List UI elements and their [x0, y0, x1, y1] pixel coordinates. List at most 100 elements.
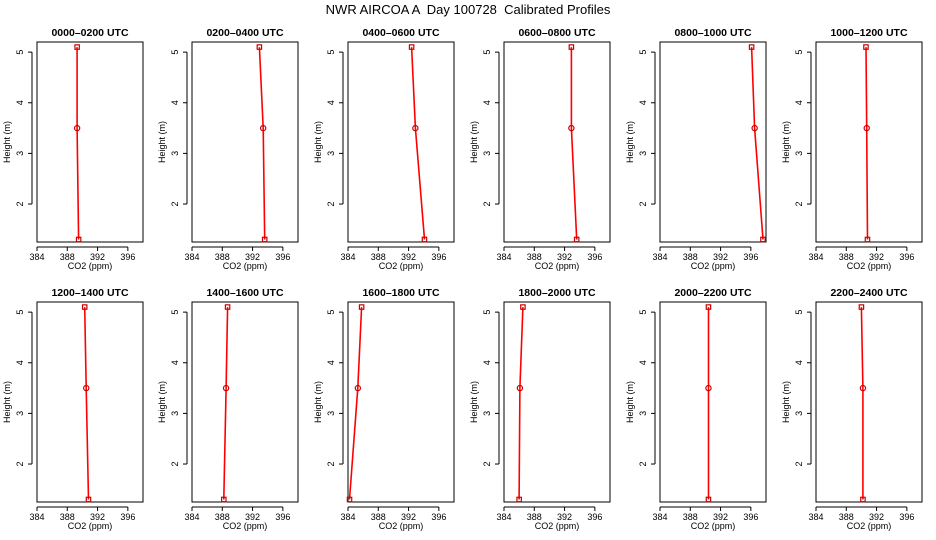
panel: 1600–1800 UTC 384 388 392 396 CO2 (ppm) 2 3 4 5 He…	[313, 287, 455, 531]
profile-point	[222, 384, 230, 392]
y-tick-label: 3	[15, 151, 25, 156]
panel-frame	[815, 41, 923, 243]
x-tick-label: 392	[401, 512, 416, 522]
x-tick-label: 396	[587, 512, 602, 522]
panel-frame	[347, 301, 455, 503]
profile-line	[518, 307, 524, 500]
panel-title: 0800–1000 UTC	[674, 27, 751, 39]
panel-frame	[36, 41, 144, 243]
y-tick-label: 3	[638, 151, 648, 156]
profile-point	[520, 304, 526, 310]
x-tick-label: 384	[496, 252, 511, 262]
x-tick-label: 392	[90, 252, 105, 262]
y-tick-label: 2	[15, 462, 25, 467]
y-tick-label: 5	[482, 50, 492, 55]
profile-point	[751, 124, 758, 132]
x-tick-label: 396	[743, 252, 758, 262]
panel: 1200–1400 UTC 384 388 392 396 CO2 (ppm) 2 3 4 5 He…	[2, 287, 144, 531]
y-tick-label: 3	[794, 151, 804, 156]
panel-frame	[503, 41, 611, 243]
profile-line	[223, 307, 229, 500]
x-axis-label: CO2 (ppm)	[691, 261, 736, 271]
x-tick-label: 392	[713, 252, 728, 262]
x-axis-label: CO2 (ppm)	[847, 521, 892, 531]
x-tick-label: 396	[431, 252, 446, 262]
y-tick-label: 4	[794, 360, 804, 365]
profile-point	[83, 384, 90, 392]
x-tick-label: 384	[340, 252, 355, 262]
panel: 1400–1600 UTC 384 388 392 396 CO2 (ppm) 2 3 4 5 He…	[157, 287, 299, 531]
x-tick-label: 392	[401, 252, 416, 262]
y-tick-label: 3	[170, 411, 180, 416]
panel-title: 2000–2200 UTC	[674, 287, 751, 299]
panel: 0400–0600 UTC 384 388 392 396 CO2 (ppm) 2 3 4 5 He…	[313, 27, 455, 271]
panel-frame	[503, 301, 611, 503]
y-tick-label: 5	[794, 310, 804, 315]
y-axis-label: Height (m)	[313, 121, 323, 163]
profile-point	[863, 124, 870, 132]
y-tick-label: 4	[326, 100, 336, 105]
x-tick-label: 388	[371, 252, 386, 262]
panel: 2000–2200 UTC 384 388 392 396 CO2 (ppm) 2 3 4 5 He…	[625, 287, 767, 531]
y-tick-label: 2	[638, 462, 648, 467]
x-tick-label: 392	[245, 512, 260, 522]
x-tick-label: 396	[899, 512, 914, 522]
profile-point	[412, 124, 419, 132]
y-tick-label: 5	[170, 310, 180, 315]
profile-line	[865, 47, 869, 240]
x-tick-label: 392	[557, 512, 572, 522]
x-axis-label: CO2 (ppm)	[847, 261, 892, 271]
panel: 2200–2400 UTC 384 388 392 396 CO2 (ppm) 2 3 4 5 He…	[781, 287, 923, 531]
y-tick-label: 2	[482, 202, 492, 207]
x-tick-label: 384	[808, 252, 823, 262]
y-tick-label: 3	[482, 151, 492, 156]
x-tick-label: 392	[557, 252, 572, 262]
x-tick-label: 392	[90, 512, 105, 522]
x-tick-label: 396	[743, 512, 758, 522]
panel-title: 1600–1800 UTC	[362, 287, 439, 299]
y-tick-label: 5	[638, 50, 648, 55]
y-tick-label: 4	[482, 100, 492, 105]
x-tick-label: 388	[683, 512, 698, 522]
y-tick-label: 4	[15, 100, 25, 105]
x-axis-label: CO2 (ppm)	[691, 521, 736, 531]
x-tick-label: 396	[431, 512, 446, 522]
x-tick-label: 392	[869, 512, 884, 522]
profile-point	[421, 236, 428, 243]
panel-frame	[347, 41, 455, 243]
x-tick-label: 392	[245, 252, 260, 262]
profile-point	[346, 496, 353, 503]
x-tick-label: 384	[29, 252, 44, 262]
x-axis-label: CO2 (ppm)	[223, 521, 268, 531]
panel-frame	[36, 301, 144, 503]
panel-frame	[191, 41, 299, 243]
profile-point	[73, 124, 81, 132]
profile-point	[573, 236, 580, 243]
x-tick-label: 384	[340, 512, 355, 522]
y-tick-label: 5	[638, 310, 648, 315]
y-axis-label: Height (m)	[2, 381, 12, 423]
profile-line	[750, 47, 764, 240]
y-tick-label: 2	[170, 462, 180, 467]
x-tick-label: 388	[371, 512, 386, 522]
panel: 0800–1000 UTC 384 388 392 396 CO2 (ppm) 2 3 4 5 He…	[625, 27, 767, 271]
y-tick-label: 4	[482, 360, 492, 365]
x-tick-label: 384	[496, 512, 511, 522]
x-axis-label: CO2 (ppm)	[379, 261, 424, 271]
panel: 1800–2000 UTC 384 388 392 396 CO2 (ppm) 2 3 4 5 He…	[469, 287, 611, 531]
profile-point	[705, 496, 712, 503]
profile-point	[860, 496, 866, 503]
y-tick-label: 4	[170, 100, 180, 105]
y-tick-label: 5	[326, 50, 336, 55]
y-tick-label: 4	[15, 360, 25, 365]
x-tick-label: 384	[184, 252, 199, 262]
panel-title: 1800–2000 UTC	[518, 287, 595, 299]
profile-point	[760, 236, 766, 243]
y-tick-label: 3	[170, 151, 180, 156]
x-tick-label: 396	[587, 252, 602, 262]
panel: 0600–0800 UTC 384 388 392 396 CO2 (ppm) 2 3 4 5 He…	[469, 27, 611, 271]
x-tick-label: 384	[29, 512, 44, 522]
y-axis-label: Height (m)	[157, 381, 167, 423]
panel-title: 1200–1400 UTC	[51, 287, 128, 299]
